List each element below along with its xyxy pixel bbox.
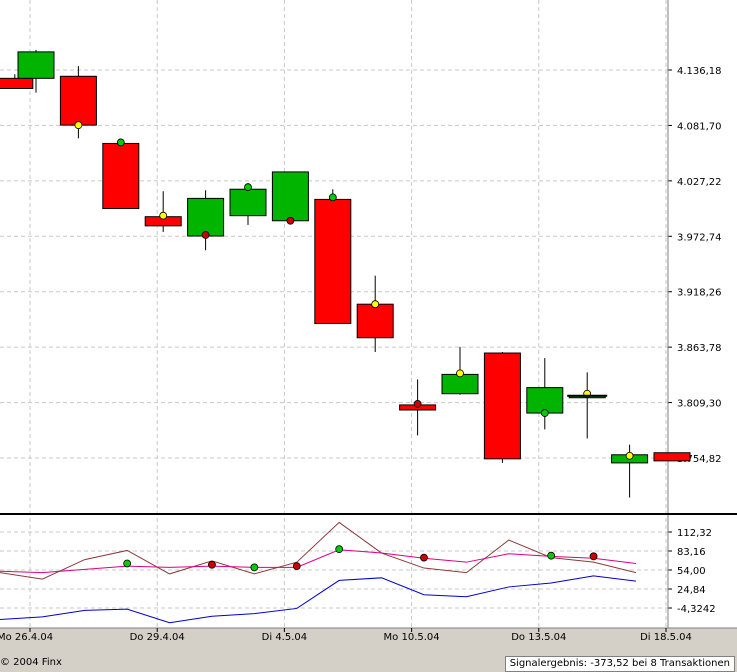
indicator-signal-dot bbox=[292, 562, 301, 570]
x-axis-label: Di 18.5.04 bbox=[640, 632, 692, 643]
candle-body bbox=[653, 452, 691, 462]
price-axis-label: 4.081,70 bbox=[677, 121, 722, 132]
price-axis-label: 3.809,30 bbox=[677, 399, 722, 410]
indicator-signal-dot bbox=[547, 551, 556, 560]
x-axis-label: Mo 26.4.04 bbox=[0, 632, 53, 643]
indicator-signal-dot bbox=[589, 552, 598, 561]
signal-dot bbox=[625, 451, 634, 460]
candle-body bbox=[102, 142, 140, 210]
indicator-signal-dot bbox=[208, 560, 216, 569]
signal-dot bbox=[116, 138, 125, 147]
x-axis-label: Mo 10.5.04 bbox=[384, 632, 440, 643]
price-axis-label: 3.863,78 bbox=[677, 343, 722, 354]
x-axis-label: Do 13.5.04 bbox=[511, 632, 566, 643]
price-axis-label: 4.136,18 bbox=[677, 66, 722, 77]
candle-body bbox=[441, 373, 479, 395]
indicator-signal-dot bbox=[123, 559, 132, 568]
signal-dot bbox=[286, 216, 295, 225]
signal-dot bbox=[74, 121, 83, 130]
candle-body bbox=[17, 51, 55, 79]
indicator-line-brown bbox=[0, 521, 637, 580]
indicator-axis-label: 112,32 bbox=[677, 528, 712, 539]
price-axis-label: 4.027,22 bbox=[677, 177, 722, 188]
signal-dot bbox=[328, 193, 337, 202]
copyright-label: © 2004 Finx bbox=[0, 657, 62, 668]
x-axis-label: Di 4.5.04 bbox=[262, 632, 307, 643]
price-axis-label: 3.754,82 bbox=[677, 454, 722, 465]
indicator-line-blue bbox=[0, 575, 637, 624]
signal-dot bbox=[201, 231, 210, 239]
candle-body bbox=[59, 75, 97, 126]
x-axis-band bbox=[0, 628, 737, 645]
price-axis-label: 3.918,26 bbox=[677, 288, 722, 299]
indicator-axis-label: 83,16 bbox=[677, 547, 706, 558]
price-axis-label: 3.972,74 bbox=[677, 232, 722, 243]
candle-body bbox=[314, 198, 352, 325]
signal-dot bbox=[456, 369, 464, 378]
signal-dot bbox=[159, 211, 168, 220]
candle-body bbox=[187, 197, 225, 237]
candle-body bbox=[483, 352, 521, 460]
indicator-axis-label: 24,84 bbox=[677, 585, 706, 596]
indicator-axis-label: -4,3242 bbox=[677, 604, 716, 615]
x-axis-label: Do 29.4.04 bbox=[130, 632, 185, 643]
signal-dot bbox=[413, 399, 422, 408]
signal-dot bbox=[540, 409, 549, 417]
candle-body bbox=[0, 77, 34, 89]
indicator-signal-dot bbox=[250, 563, 259, 572]
indicator-line-magenta bbox=[0, 549, 637, 574]
candle-body bbox=[229, 188, 267, 217]
indicator-axis-label: 54,00 bbox=[677, 566, 706, 577]
candle-body bbox=[271, 171, 309, 222]
candle-body bbox=[526, 387, 564, 414]
candle-body bbox=[356, 303, 394, 339]
indicator-signal-dot bbox=[420, 553, 428, 562]
signal-dot bbox=[244, 183, 252, 192]
indicator-signal-dot bbox=[335, 545, 344, 554]
signal-result-box: Signalergebnis: -373,52 bei 8 Transaktio… bbox=[504, 656, 735, 672]
signal-dot bbox=[371, 300, 380, 309]
